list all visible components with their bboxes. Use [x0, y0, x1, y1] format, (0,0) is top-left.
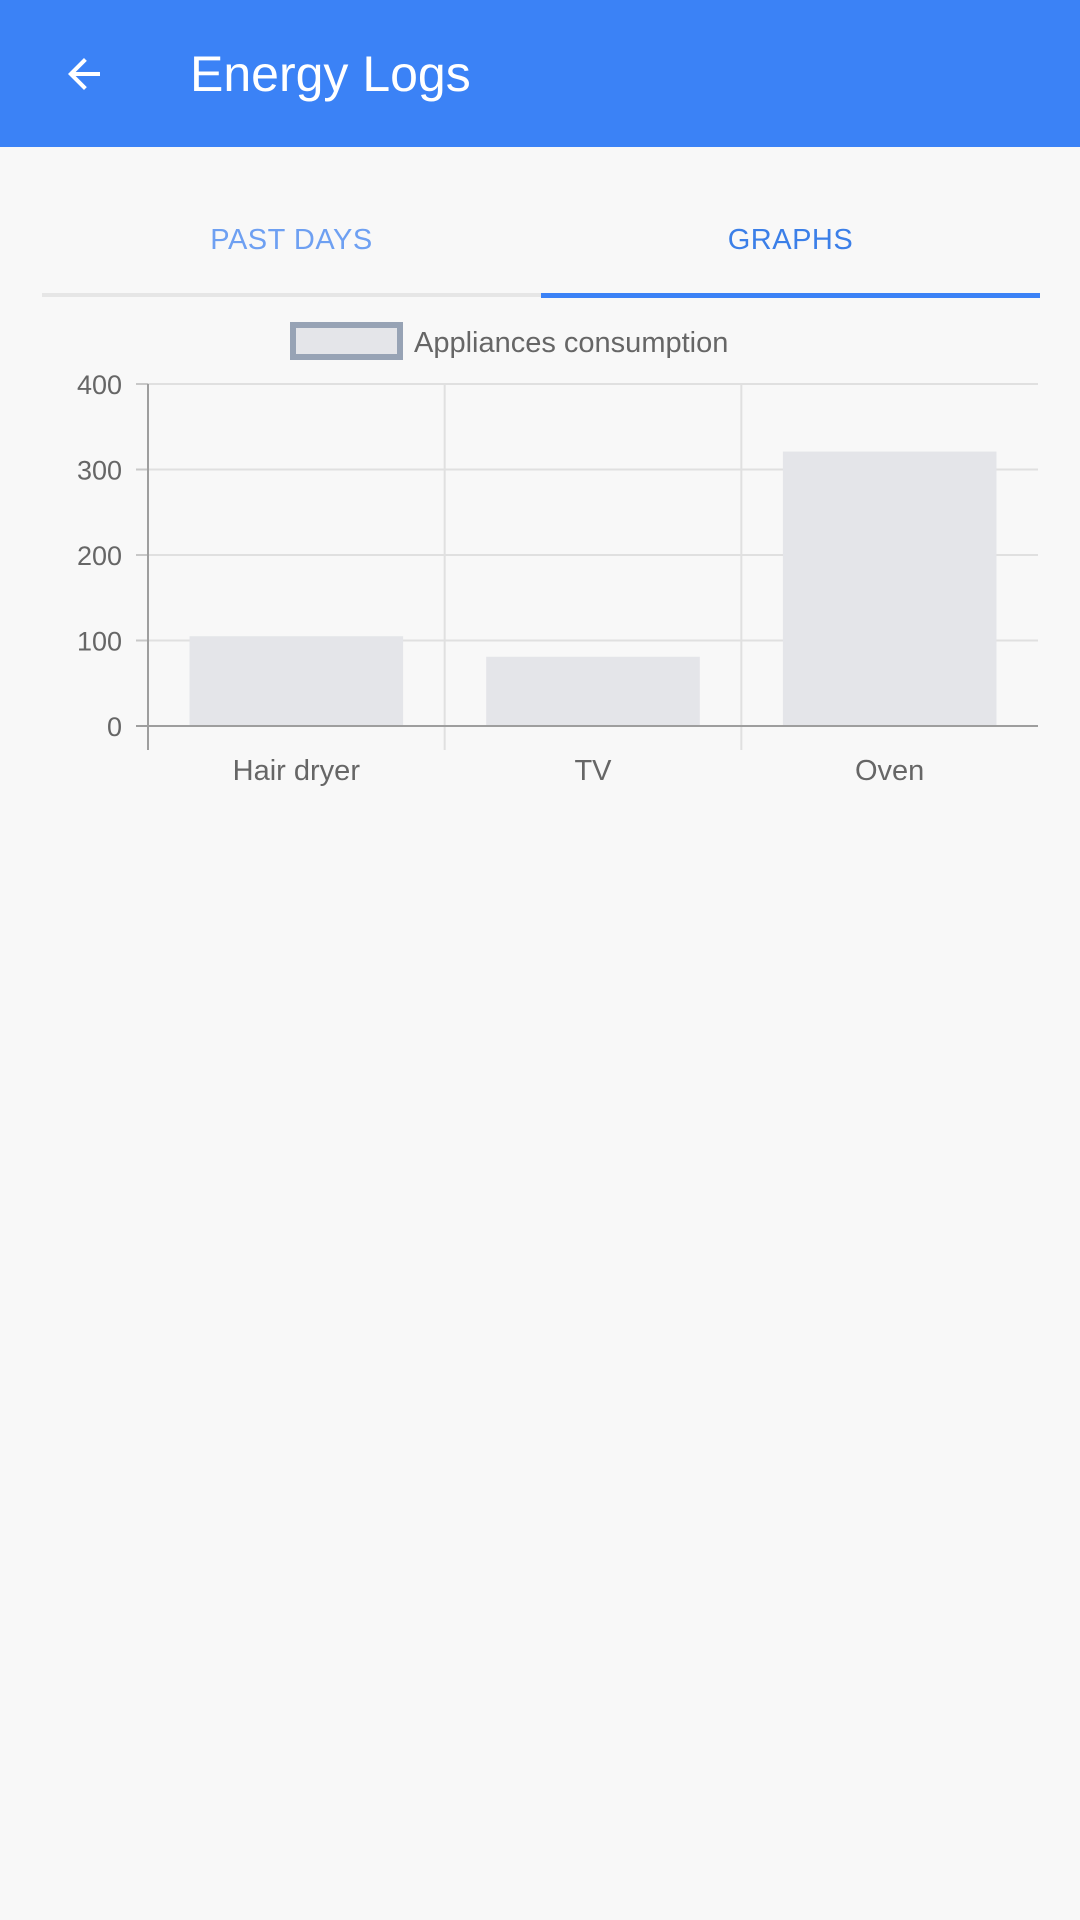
back-button[interactable] — [40, 34, 128, 114]
y-tick-label: 300 — [77, 456, 122, 486]
tab-bar: PAST DAYS GRAPHS — [42, 182, 1040, 298]
tab-graphs[interactable]: GRAPHS — [727, 223, 854, 256]
x-tick-label: Hair dryer — [233, 755, 361, 787]
legend-label: Appliances consumption — [414, 327, 728, 359]
y-tick-label: 400 — [77, 370, 122, 400]
y-tick-label: 0 — [107, 712, 122, 742]
tab-past-days[interactable]: PAST DAYS — [210, 223, 373, 256]
x-tick-label: Oven — [855, 755, 924, 787]
arrow-back-icon — [68, 58, 100, 90]
label-layer: 0 100 200 300 400 Hair dryer TV Oven — [77, 370, 924, 787]
app-bar: Energy Logs — [0, 0, 1080, 147]
legend-swatch[interactable] — [290, 322, 403, 360]
page-title: Energy Logs — [190, 46, 471, 102]
bar-chart: Appliances consumption 0 100 200 300 400 Hair… — [0, 300, 1080, 820]
y-tick-label: 100 — [77, 627, 122, 657]
bar-tv — [486, 656, 700, 726]
axis-layer — [136, 384, 1038, 750]
x-tick-label: TV — [574, 755, 612, 787]
tab-indicator — [541, 293, 1040, 298]
y-tick-label: 200 — [77, 541, 122, 571]
bar-layer — [189, 451, 997, 726]
bar-hair-dryer — [189, 636, 404, 726]
chart-svg: Appliances consumption 0 100 200 300 400 Hair… — [77, 322, 1038, 787]
bar-oven — [782, 451, 997, 726]
